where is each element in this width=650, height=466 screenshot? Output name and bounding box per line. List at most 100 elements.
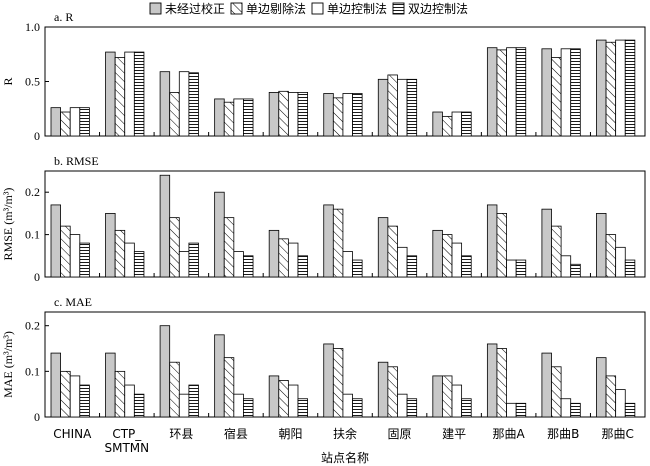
bar <box>223 217 235 278</box>
bar <box>551 57 562 137</box>
bar <box>461 398 472 418</box>
bar <box>624 402 636 418</box>
x-tick-label: 环县 <box>169 427 193 441</box>
bar <box>332 208 344 278</box>
bar <box>69 234 81 278</box>
bar <box>406 398 418 418</box>
bar <box>133 51 145 137</box>
bar <box>570 402 581 418</box>
legend-label: 单边控制法 <box>327 2 387 16</box>
panel-title: b. RMSE <box>54 154 99 168</box>
bar <box>615 39 626 137</box>
y-tick-label: 0 <box>34 129 40 143</box>
bar <box>442 234 453 278</box>
bar <box>515 47 527 137</box>
legend-item: 双边控制法 <box>392 2 468 16</box>
bar <box>352 398 363 418</box>
bar <box>461 111 472 137</box>
bar <box>79 242 90 278</box>
bar <box>377 361 389 418</box>
x-axis-label: 站点名称 <box>321 450 369 465</box>
bar <box>397 393 408 418</box>
bar <box>188 384 199 418</box>
bar <box>214 98 225 137</box>
bar <box>496 49 507 137</box>
x-tick-label: 那曲A <box>493 427 526 441</box>
bar <box>178 71 190 137</box>
bar <box>124 384 135 418</box>
bar <box>624 259 636 278</box>
bar <box>323 343 334 418</box>
bar <box>551 225 562 278</box>
bar <box>461 255 472 278</box>
legend-label: 双边控制法 <box>408 2 468 16</box>
x-tick-label: 朝阳 <box>278 427 302 441</box>
bar <box>169 92 180 137</box>
bar <box>442 375 453 418</box>
legend-item: 单边控制法 <box>311 2 387 16</box>
bar <box>432 111 443 137</box>
bar <box>560 255 572 278</box>
bar <box>387 366 398 418</box>
bar <box>486 47 498 137</box>
y-tick-label: 0.1 <box>25 364 40 378</box>
x-tick-label: 那曲B <box>547 427 579 441</box>
bar <box>79 107 90 137</box>
bar <box>124 51 135 137</box>
bar <box>397 246 408 278</box>
legend-label: 未经过校正 <box>165 1 225 16</box>
bar <box>442 115 453 137</box>
bar <box>223 101 235 137</box>
y-tick-label: 0 <box>34 410 40 424</box>
x-tick-label: CTP_ SMTMN <box>104 427 149 455</box>
bar <box>214 334 225 418</box>
bar <box>159 71 171 137</box>
bar <box>387 74 398 137</box>
bar <box>605 375 617 418</box>
bar <box>297 398 308 418</box>
y-tick-label: 0 <box>34 270 40 284</box>
bar <box>60 225 71 278</box>
bar <box>352 259 363 278</box>
y-axis-label: RMSE (m³/m³) <box>1 188 15 261</box>
bars <box>50 325 636 418</box>
bar <box>278 380 289 418</box>
bar <box>352 93 363 137</box>
bar <box>615 389 626 418</box>
bar <box>133 393 145 418</box>
legend-swatch <box>149 2 162 15</box>
bar <box>486 343 498 418</box>
panel-title: a. R <box>54 10 73 24</box>
bar <box>79 384 90 418</box>
bar <box>233 98 244 137</box>
bar <box>342 93 353 137</box>
bar <box>560 398 572 418</box>
bar <box>287 242 299 278</box>
bar <box>159 325 171 418</box>
bar <box>278 238 289 278</box>
bar <box>506 402 517 418</box>
bar <box>323 93 334 137</box>
bar <box>560 48 572 137</box>
bar <box>615 246 626 278</box>
bar <box>60 111 71 137</box>
bar <box>515 402 527 418</box>
bar <box>105 352 116 418</box>
bar <box>50 204 62 278</box>
bar <box>278 90 289 137</box>
bar <box>496 212 507 278</box>
bar <box>451 242 463 278</box>
x-tick-label: 宿县 <box>224 426 248 441</box>
legend: 未经过校正 单边剔除法 单边控制法 双边控制法 <box>149 1 468 16</box>
bar <box>233 393 244 418</box>
bar <box>496 348 507 418</box>
bar <box>541 48 552 137</box>
bar <box>169 361 180 418</box>
bar <box>451 384 463 418</box>
bar <box>605 234 617 278</box>
bar <box>287 384 299 418</box>
bar <box>50 107 62 137</box>
bars <box>50 174 636 278</box>
bar <box>188 242 199 278</box>
y-tick-label: 0.1 <box>25 228 40 242</box>
